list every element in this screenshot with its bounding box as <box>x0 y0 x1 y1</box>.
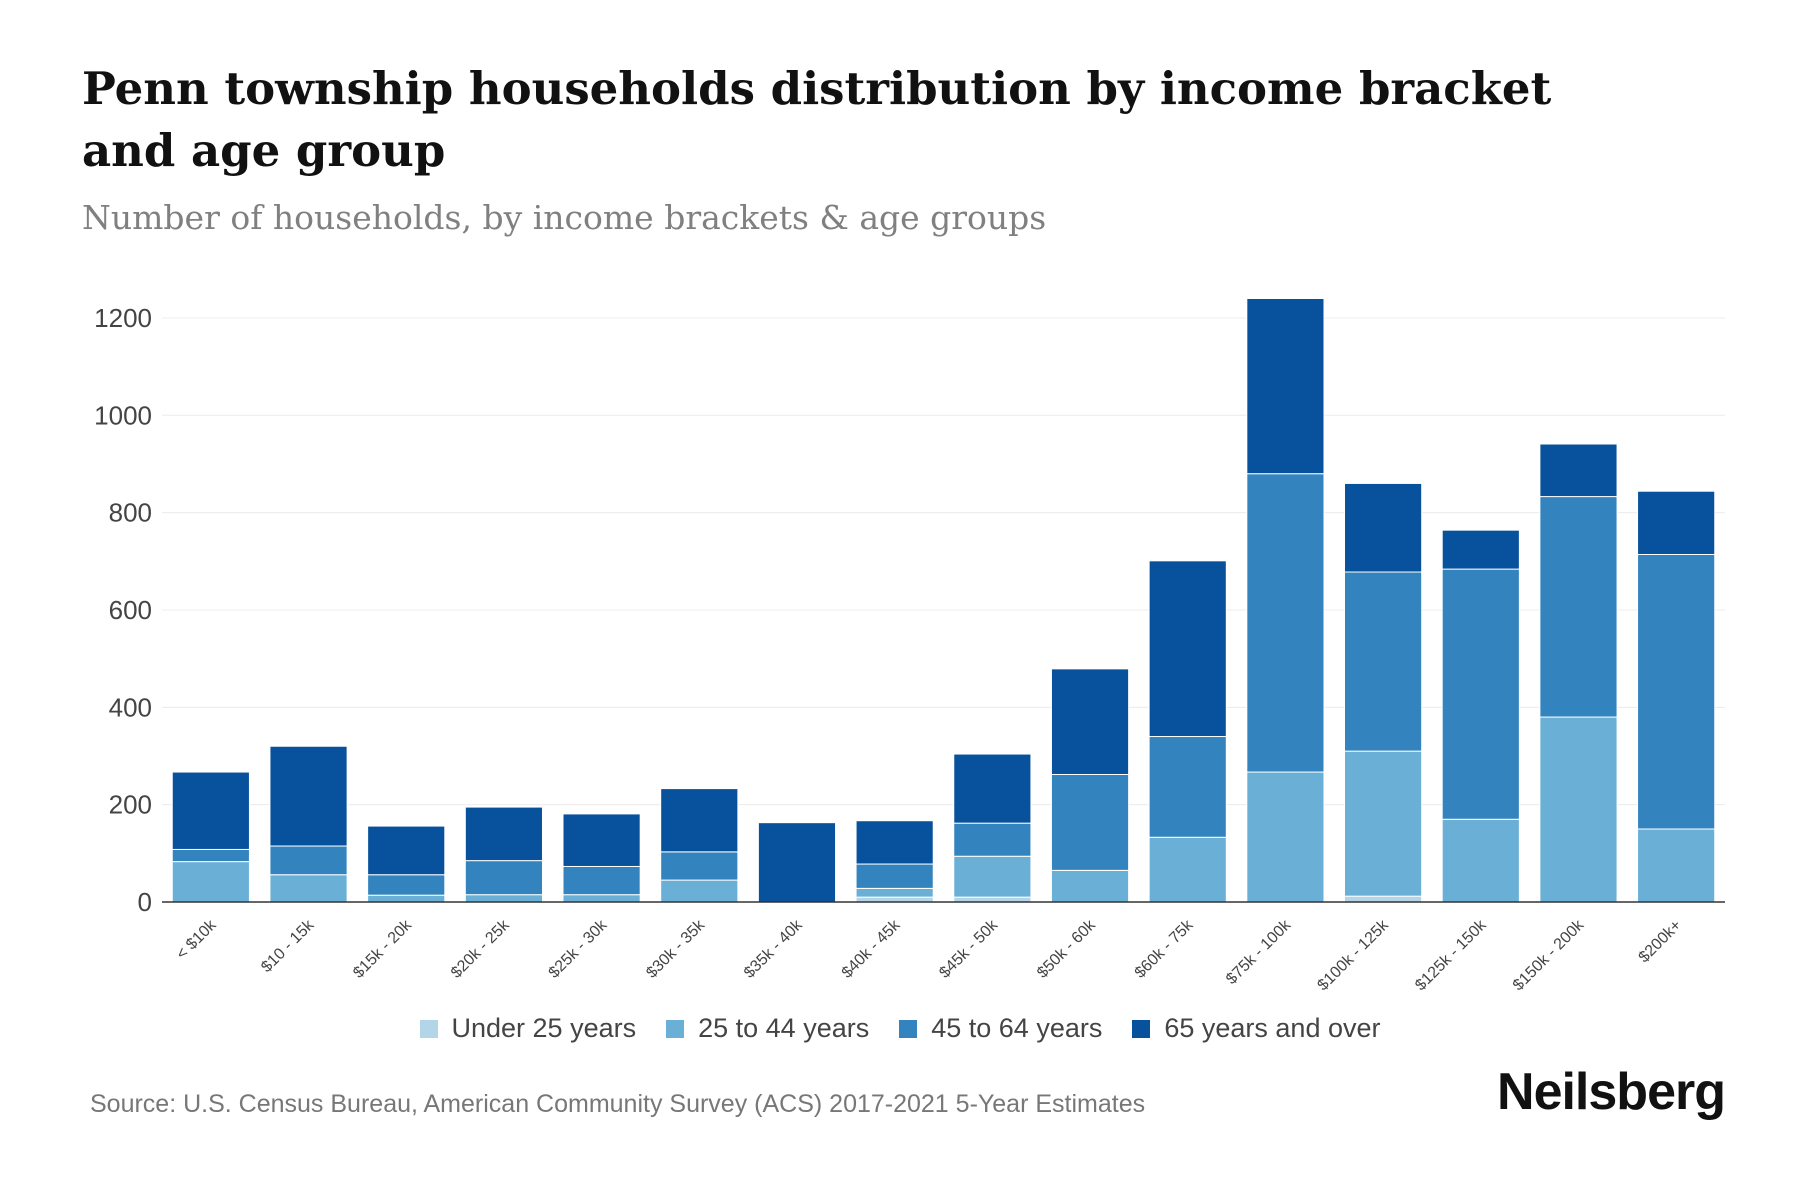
bar-segment <box>269 845 348 876</box>
x-tick-label: $40k - 45k <box>839 916 905 982</box>
legend-item: 65 years and over <box>1132 1013 1381 1044</box>
x-tick-label: $125k - 150k <box>1412 916 1490 994</box>
bar-segment <box>660 788 739 853</box>
legend-swatch <box>419 1019 438 1038</box>
legend-label: 45 to 64 years <box>931 1013 1103 1043</box>
bar-segment <box>1539 716 1618 903</box>
x-tick-label: $20k - 25k <box>448 916 514 982</box>
bar-segment <box>562 865 641 896</box>
legend-item: Under 25 years <box>419 1013 637 1044</box>
bar-segment <box>1344 895 1423 903</box>
x-axis-ticks: < $10k $10 - 15k $15k - 20k $20k - 25k $25k … <box>173 916 1685 994</box>
bar-segment <box>1344 571 1423 752</box>
bar-segment <box>953 855 1032 898</box>
x-tick-label: $15k - 20k <box>350 916 416 982</box>
legend-item: 45 to 64 years <box>899 1013 1102 1044</box>
bar-segment <box>660 879 739 903</box>
bar-segment <box>367 874 446 896</box>
legend-label: 65 years and over <box>1164 1013 1381 1043</box>
bar-segment <box>464 806 543 862</box>
bar-segment <box>171 771 250 850</box>
bar-segment <box>1148 560 1227 738</box>
x-tick-label: $25k - 30k <box>546 916 612 982</box>
bar-segment <box>1050 668 1130 775</box>
bar-segment <box>367 825 446 876</box>
x-tick-label: $35k - 40k <box>741 916 807 982</box>
y-tick-label: 200 <box>109 790 152 820</box>
bar-segment <box>855 820 934 865</box>
x-tick-label: $150k - 200k <box>1510 916 1588 994</box>
bar-segment <box>1246 771 1325 903</box>
bar-segment <box>1637 490 1716 555</box>
x-tick-label: < $10k <box>173 916 220 963</box>
y-tick-label: 1000 <box>94 400 152 430</box>
x-tick-label: $75k - 100k <box>1223 916 1295 988</box>
y-tick-label: 400 <box>109 692 152 722</box>
bar-segment <box>269 874 348 903</box>
bar-segment <box>660 851 739 881</box>
y-tick-label: 800 <box>109 498 152 528</box>
y-axis-ticks: 0 200 400 600 800 1000 1200 <box>94 303 152 917</box>
bar-segment <box>1246 297 1325 475</box>
legend-label: Under 25 years <box>451 1013 637 1043</box>
legend-swatch <box>666 1019 685 1038</box>
bar-segment <box>562 813 641 867</box>
bar-segment <box>1637 553 1716 830</box>
y-tick-label: 1200 <box>94 303 152 333</box>
bar-segment <box>171 848 250 863</box>
chart-subtitle: Number of households, by income brackets… <box>82 198 1047 237</box>
chart-title: Penn township households distribution by… <box>82 62 1552 177</box>
bar-segment <box>757 822 837 903</box>
source-note: Source: U.S. Census Bureau, American Com… <box>90 1090 1146 1118</box>
bar-segment <box>1441 568 1520 820</box>
bar-segment <box>171 861 250 903</box>
bar-segment <box>1148 736 1227 838</box>
bar-segment <box>953 753 1032 824</box>
y-tick-label: 0 <box>138 887 152 917</box>
x-tick-label: $100k - 125k <box>1314 916 1392 994</box>
legend-item: 25 to 44 years <box>666 1013 869 1044</box>
legend-label: 25 to 44 years <box>698 1013 870 1043</box>
stacked-bar-chart: 0 200 400 600 800 1000 1200 < $10k $10 - 15k $15… <box>94 297 1725 994</box>
x-tick-label: $50k - 60k <box>1034 916 1100 982</box>
bar-segment <box>953 822 1032 857</box>
bar-segment <box>855 863 934 889</box>
bar-segment <box>1441 818 1520 903</box>
y-tick-label: 600 <box>109 595 152 625</box>
neilsberg-logo: Neilsberg <box>1497 1063 1726 1121</box>
bar-segment <box>1441 529 1520 570</box>
bar-segment <box>1539 496 1618 718</box>
bar-segment <box>1246 473 1325 773</box>
bar-segment <box>464 894 543 903</box>
bar-segment <box>1637 828 1716 903</box>
bar-segment <box>1344 750 1423 897</box>
bar-segment <box>1050 869 1130 903</box>
bar-segment <box>269 745 348 847</box>
legend-swatch <box>899 1019 918 1038</box>
bar-segment <box>1344 482 1423 573</box>
bar-segment <box>1050 773 1130 871</box>
bars <box>171 297 1716 903</box>
bar-segment <box>562 894 641 903</box>
bar-segment <box>1148 836 1227 903</box>
bar-segment <box>464 860 543 896</box>
bar-segment <box>855 887 934 898</box>
x-tick-label: $45k - 50k <box>936 916 1002 982</box>
bar-segment <box>1539 443 1618 498</box>
legend: Under 25 years 25 to 44 years 45 to 64 yea… <box>0 1013 1800 1044</box>
x-tick-label: $60k - 75k <box>1132 916 1198 982</box>
x-tick-label: $30k - 35k <box>643 916 709 982</box>
bar-segment <box>367 894 446 903</box>
x-tick-label: $10 - 15k <box>258 916 318 976</box>
x-tick-label: $200k+ <box>1636 917 1685 966</box>
legend-swatch <box>1132 1019 1151 1038</box>
